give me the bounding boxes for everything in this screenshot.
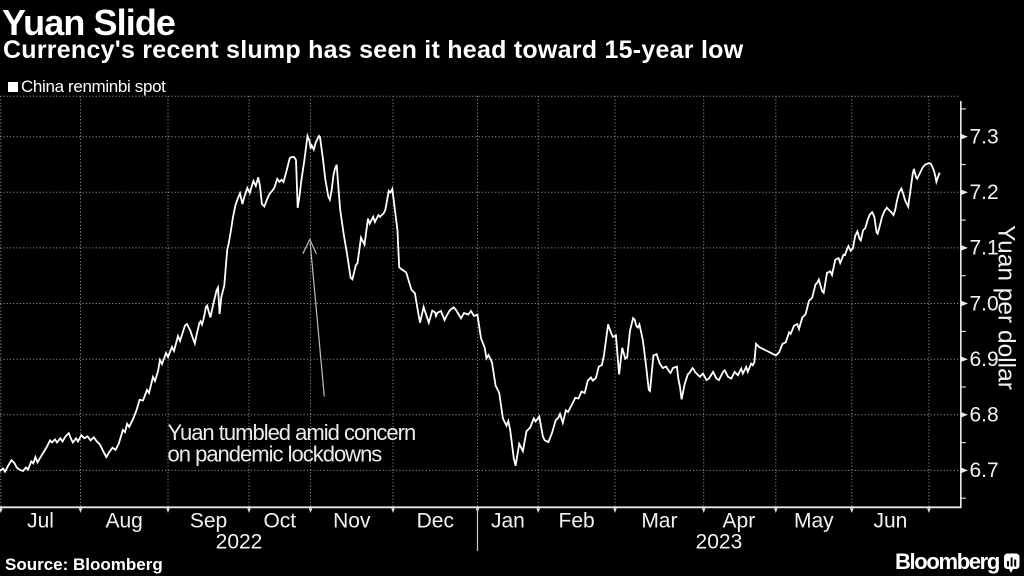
- svg-text:Jan: Jan: [491, 510, 525, 533]
- svg-text:6.8: 6.8: [970, 404, 999, 427]
- svg-text:Mar: Mar: [641, 510, 677, 533]
- svg-text:Yuan per dollar: Yuan per dollar: [993, 225, 1020, 390]
- svg-text:7.2: 7.2: [970, 181, 999, 204]
- svg-text:Dec: Dec: [417, 510, 454, 533]
- svg-text:Oct: Oct: [263, 510, 296, 533]
- svg-text:6.9: 6.9: [970, 348, 999, 371]
- svg-text:7.0: 7.0: [970, 292, 999, 315]
- svg-text:Jun: Jun: [873, 510, 907, 533]
- svg-text:May: May: [794, 510, 834, 533]
- svg-text:on pandemic lockdowns: on pandemic lockdowns: [168, 442, 383, 467]
- svg-text:2022: 2022: [216, 531, 263, 554]
- svg-text:Apr: Apr: [723, 510, 756, 533]
- svg-text:7.3: 7.3: [970, 126, 999, 149]
- svg-text:Yuan tumbled amid concern: Yuan tumbled amid concern: [168, 420, 416, 445]
- svg-text:Nov: Nov: [333, 510, 371, 533]
- svg-text:6.7: 6.7: [970, 459, 999, 482]
- svg-text:Jul: Jul: [27, 510, 54, 533]
- svg-text:Sep: Sep: [190, 510, 227, 533]
- svg-text:7.1: 7.1: [970, 237, 999, 260]
- svg-text:Aug: Aug: [106, 510, 143, 533]
- svg-text:2023: 2023: [696, 531, 743, 554]
- svg-text:Feb: Feb: [559, 510, 595, 533]
